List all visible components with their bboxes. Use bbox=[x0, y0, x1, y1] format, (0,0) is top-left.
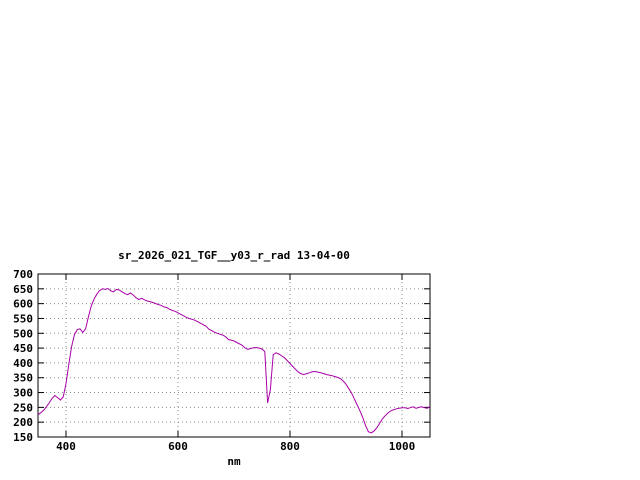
y-tick-label: 250 bbox=[13, 401, 33, 414]
y-tick-label: 650 bbox=[13, 283, 33, 296]
x-tick-label: 400 bbox=[56, 440, 76, 453]
y-tick-label: 150 bbox=[13, 431, 33, 444]
data-line-radiance bbox=[37, 287, 431, 434]
x-axis-label: nm bbox=[227, 455, 241, 468]
chart-title: sr_2026_021_TGF__y03_r_rad 13-04-00 bbox=[118, 249, 350, 262]
y-tick-label: 500 bbox=[13, 327, 33, 340]
x-tick-label: 600 bbox=[168, 440, 188, 453]
y-tick-label: 450 bbox=[13, 342, 33, 355]
y-tick-label: 400 bbox=[13, 357, 33, 370]
y-tick-label: 200 bbox=[13, 416, 33, 429]
y-tick-label: 600 bbox=[13, 298, 33, 311]
y-tick-label: 700 bbox=[13, 268, 33, 281]
plot-border bbox=[37, 273, 431, 438]
y-tick-label: 350 bbox=[13, 372, 33, 385]
y-tick-label: 300 bbox=[13, 387, 33, 400]
x-tick-label: 1000 bbox=[389, 440, 416, 453]
y-tick-label: 550 bbox=[13, 312, 33, 325]
x-tick-label: 800 bbox=[280, 440, 300, 453]
